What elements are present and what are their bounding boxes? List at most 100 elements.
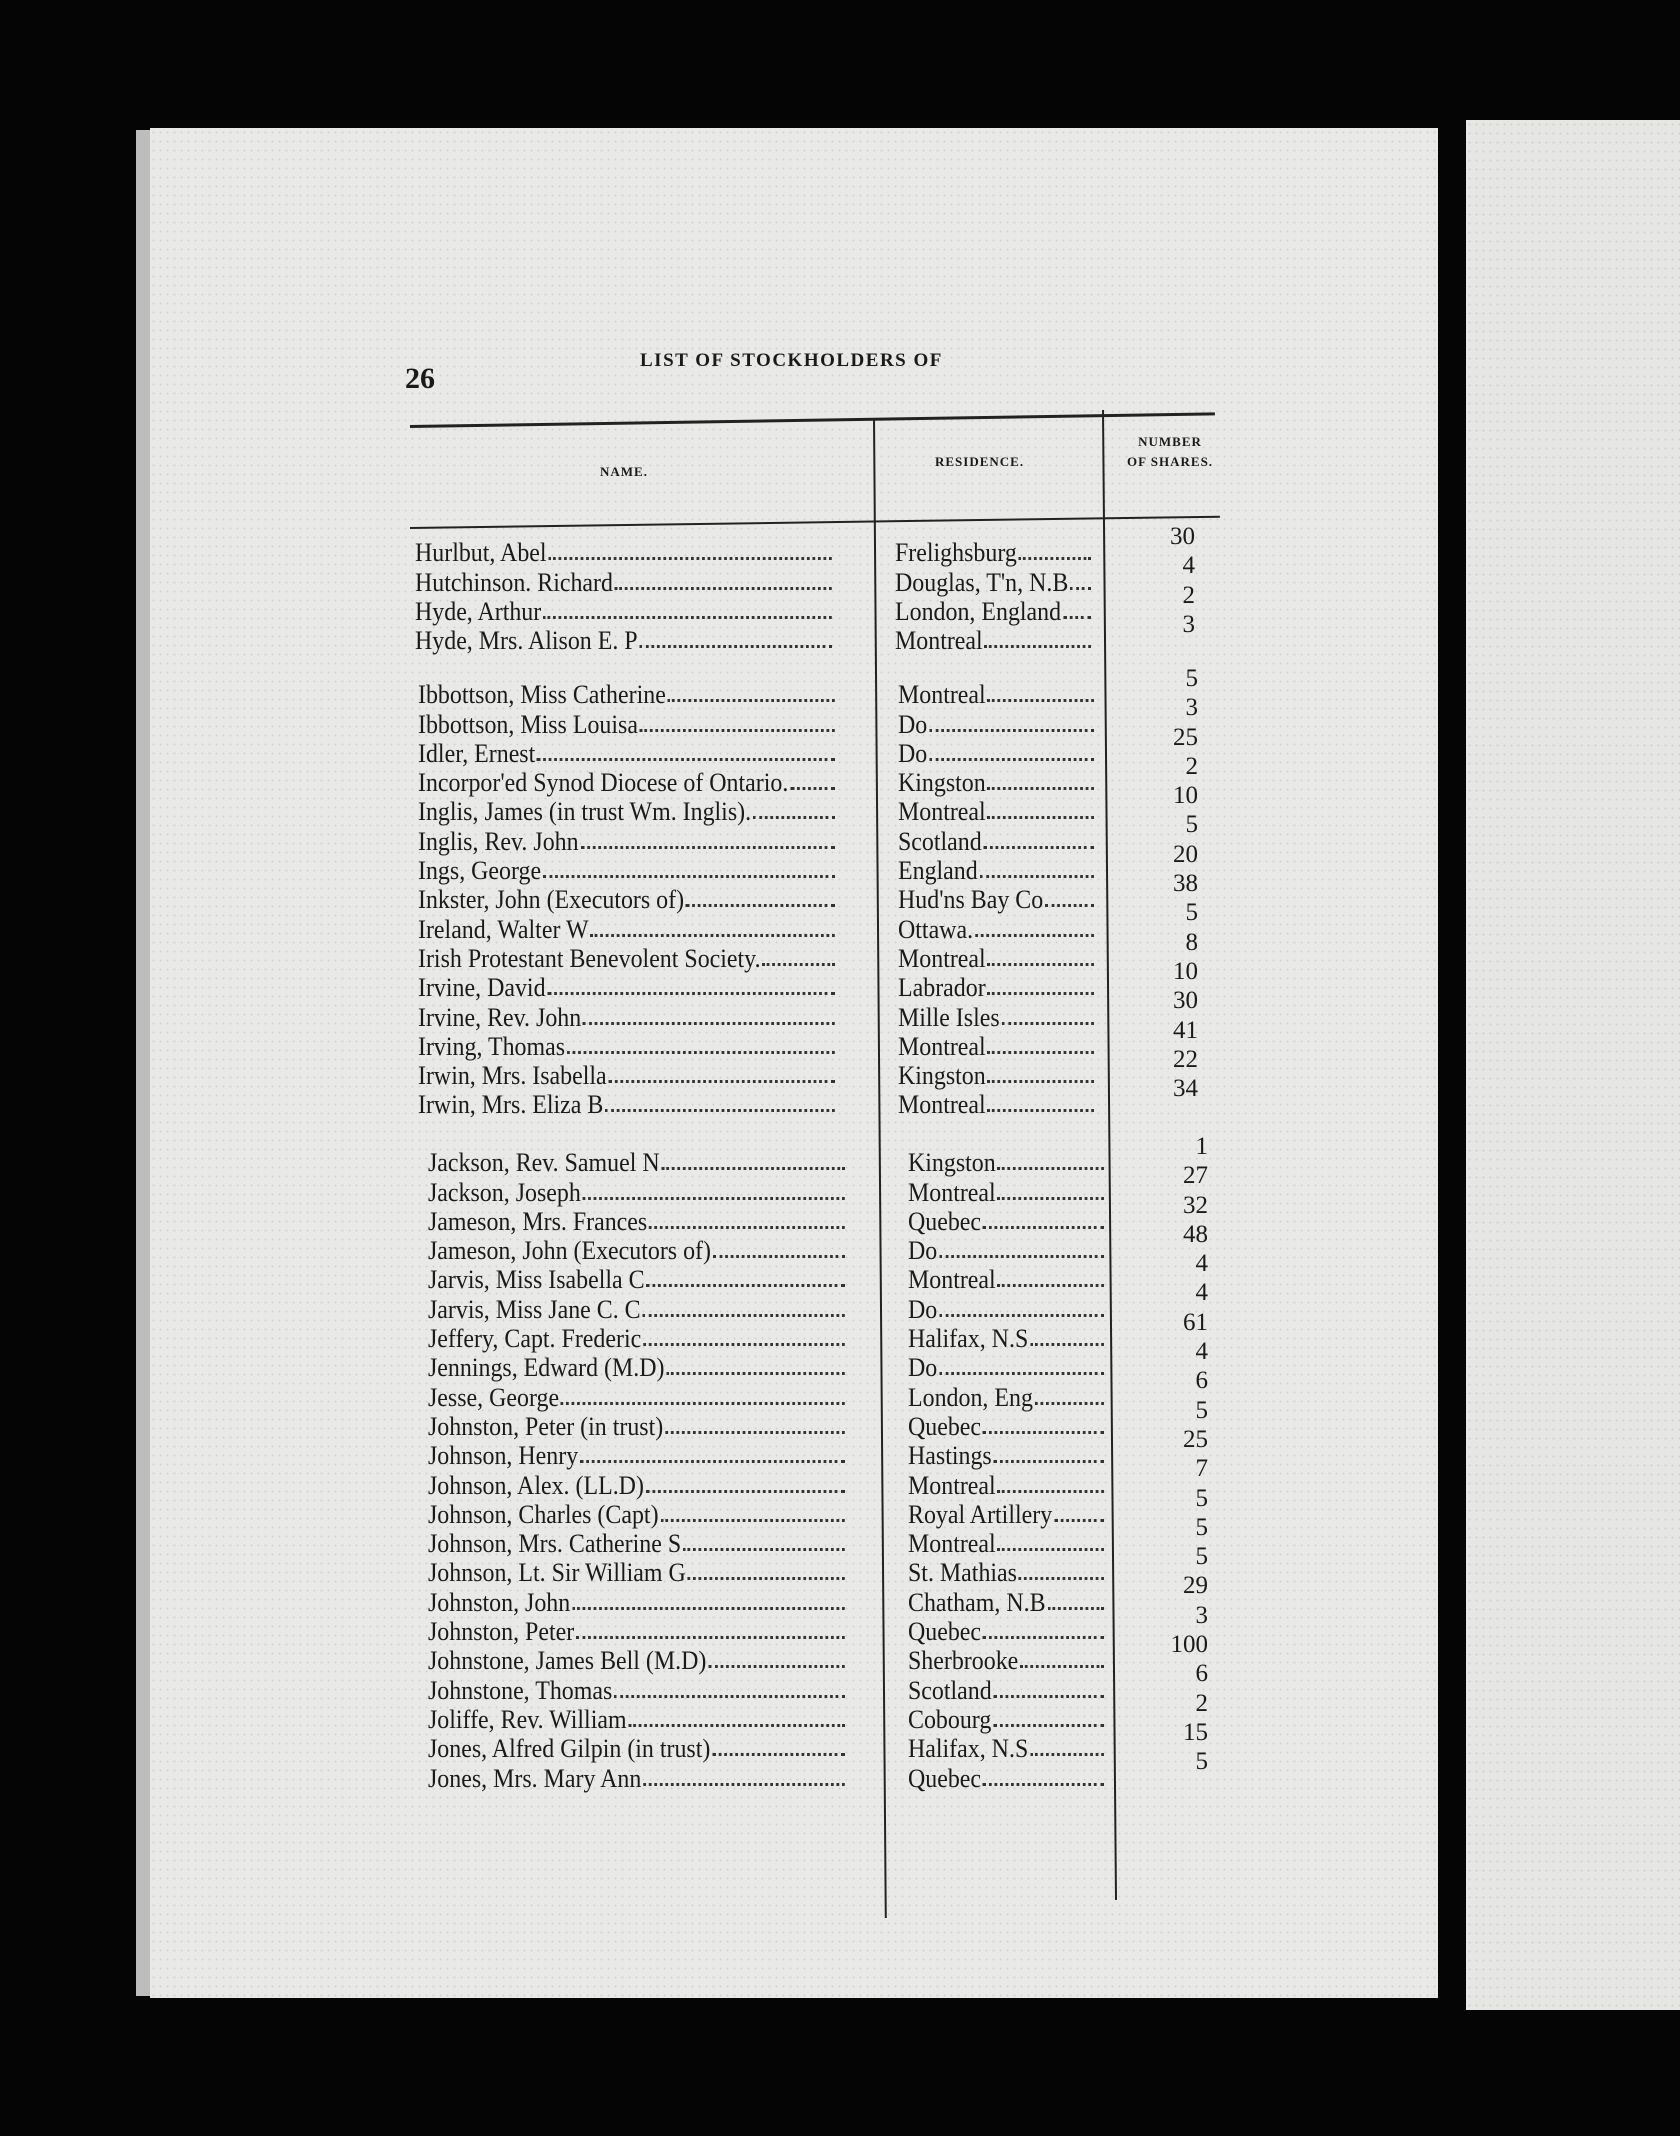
- residence-cell: Montreal: [908, 1471, 1106, 1500]
- dot-leader: [642, 1295, 845, 1317]
- table-row: Idler, Ernest Do 25: [418, 724, 1198, 768]
- table-row: Jackson, Joseph Montreal 27: [428, 1162, 1208, 1207]
- number-of-shares: 3: [1195, 1601, 1209, 1629]
- table-row: Irvine, Rev. John Mille Isles 30: [418, 987, 1198, 1032]
- table-row: Hyde, Mrs. Alison E. P Montreal 3: [415, 611, 1195, 655]
- residence-cell: Scotland: [898, 827, 1096, 856]
- dot-leader: [542, 856, 835, 879]
- number-of-shares: 41: [1173, 1016, 1198, 1044]
- residence-cell: Do: [908, 1295, 1106, 1324]
- header-name: NAME.: [600, 464, 648, 479]
- number-of-shares: 61: [1183, 1308, 1208, 1336]
- stockholder-name: Johnston, John: [428, 1587, 571, 1617]
- number-of-shares: 1: [1195, 1133, 1209, 1160]
- stockholder-name-cell: Incorpor'ed Synod Diocese of Ontario.: [418, 768, 837, 797]
- residence-cell: Montreal: [898, 1032, 1096, 1061]
- dot-leader: [974, 915, 1094, 937]
- stockholder-name-cell: Joliffe, Rev. William: [428, 1705, 847, 1734]
- residence-cell: Kingston: [898, 768, 1096, 797]
- table-row: Jesse, George London, Eng 6: [428, 1367, 1208, 1411]
- stockholder-name: Jameson, John (Executors of): [428, 1236, 712, 1266]
- dot-leader: [537, 739, 835, 761]
- header-shares-line1: NUMBER: [1138, 434, 1202, 449]
- residence: St. Mathias: [908, 1558, 1017, 1588]
- stockholder-name-cell: Irving, Thomas: [418, 1032, 837, 1061]
- residence: Chatham, N.B: [908, 1587, 1046, 1617]
- dot-leader: [997, 1148, 1104, 1171]
- residence: Hastings: [908, 1441, 992, 1471]
- dot-leader: [987, 1061, 1094, 1084]
- residence: Mille Isles: [898, 1002, 1000, 1032]
- residence: Labrador: [898, 973, 986, 1003]
- number-of-shares: 29: [1183, 1572, 1208, 1600]
- stockholder-name-cell: Johnstone, James Bell (M.D): [428, 1646, 847, 1675]
- table-row: Jameson, John (Executors of) Do 48: [428, 1221, 1208, 1266]
- table-row: Ings, George England 20: [418, 841, 1198, 885]
- table-row: Hyde, Arthur London, England 2: [415, 582, 1195, 626]
- number-of-shares: 4: [1195, 1338, 1209, 1366]
- table-row: Johnson, Henry Hastings 25: [428, 1426, 1208, 1471]
- stockholder-name-cell: Johnston, John: [428, 1588, 847, 1617]
- number-of-shares: 22: [1173, 1045, 1198, 1073]
- table-row: Jones, Alfred Gilpin (in trust) Halifax, …: [428, 1719, 1208, 1763]
- dot-leader: [628, 1705, 845, 1727]
- dot-leader: [982, 1764, 1104, 1786]
- stockholder-name-cell: Jennings, Edward (M.D): [428, 1353, 847, 1382]
- section-j: Jackson, Rev. Samuel N Kingston 1 Jackson, …: [428, 1133, 1208, 1793]
- residence-cell: England: [898, 856, 1096, 885]
- table-row: Jarvis, Miss Isabella C Montreal 4: [428, 1250, 1208, 1294]
- stockholder-name: Johnson, Alex. (LL.D): [428, 1470, 644, 1500]
- stockholder-name: Irwin, Mrs. Isabella: [418, 1061, 607, 1091]
- stockholder-name: Idler, Ernest: [418, 738, 536, 768]
- residence: Quebec: [908, 1763, 982, 1793]
- stockholder-name-cell: Jackson, Joseph: [428, 1178, 847, 1207]
- dot-leader: [752, 797, 835, 820]
- dot-leader: [708, 1646, 845, 1669]
- stockholder-name: Jarvis, Miss Jane C. C: [428, 1294, 641, 1324]
- table-row: Irwin, Mrs. Eliza B Montreal 34: [418, 1075, 1198, 1119]
- stockholder-name: Irvine, Rev. John: [418, 1002, 582, 1032]
- dot-leader: [548, 538, 832, 561]
- stockholder-name: Jackson, Rev. Samuel N: [428, 1148, 660, 1178]
- residence-cell: London, England: [895, 597, 1093, 626]
- table-row: Jeffery, Capt. Frederic Halifax, N.S 61: [428, 1309, 1208, 1353]
- number-of-shares: 7: [1195, 1455, 1209, 1483]
- residence: Quebec: [908, 1617, 982, 1647]
- stockholder-name-cell: Hurlbut, Abel: [415, 538, 834, 567]
- stockholder-name-cell: Johnson, Lt. Sir William G: [428, 1558, 847, 1587]
- residence-cell: Quebec: [908, 1207, 1106, 1236]
- stockholder-name-cell: Inkster, John (Executors of): [418, 885, 837, 914]
- dot-leader: [1030, 1324, 1104, 1347]
- stockholder-name: Incorpor'ed Synod Diocese of Ontario.: [418, 768, 789, 798]
- stockholder-name: Joliffe, Rev. William: [428, 1704, 627, 1734]
- dot-leader: [993, 1705, 1104, 1727]
- dot-leader: [566, 1032, 835, 1054]
- number-of-shares: 8: [1185, 928, 1199, 956]
- stockholder-name-cell: Ibbottson, Miss Louisa: [418, 710, 837, 739]
- number-of-shares: 34: [1173, 1075, 1198, 1103]
- residence-cell: Halifax, N.S: [908, 1734, 1106, 1763]
- table-row: Irwin, Mrs. Isabella Kingston 22: [418, 1046, 1198, 1091]
- dot-leader: [993, 1676, 1104, 1698]
- dot-leader: [1070, 568, 1091, 590]
- dot-leader: [1018, 1558, 1104, 1581]
- dot-leader: [939, 1236, 1104, 1259]
- residence: Kingston: [898, 768, 986, 798]
- stockholder-name-cell: Johnston, Peter: [428, 1617, 847, 1646]
- stockholder-name: Johnstone, Thomas: [428, 1675, 613, 1705]
- dot-leader: [685, 885, 835, 908]
- number-of-shares: 2: [1182, 581, 1196, 609]
- number-of-shares: 3: [1182, 610, 1196, 638]
- residence: Montreal: [898, 1031, 986, 1061]
- residence: Do: [908, 1236, 938, 1266]
- stockholder-name: Inglis, James (in trust Wm. Inglis).: [418, 797, 752, 827]
- residence-cell: Cobourg: [908, 1705, 1106, 1734]
- table-row: Johnson, Lt. Sir William G St. Mathias 5: [428, 1543, 1208, 1588]
- number-of-shares: 27: [1183, 1162, 1208, 1190]
- residence: Halifax, N.S: [908, 1734, 1029, 1764]
- dot-leader: [576, 1617, 845, 1640]
- dot-leader: [580, 827, 835, 849]
- residence-cell: Do: [898, 710, 1096, 739]
- dot-leader: [997, 1178, 1104, 1200]
- table-row: Jackson, Rev. Samuel N Kingston 1: [428, 1133, 1208, 1178]
